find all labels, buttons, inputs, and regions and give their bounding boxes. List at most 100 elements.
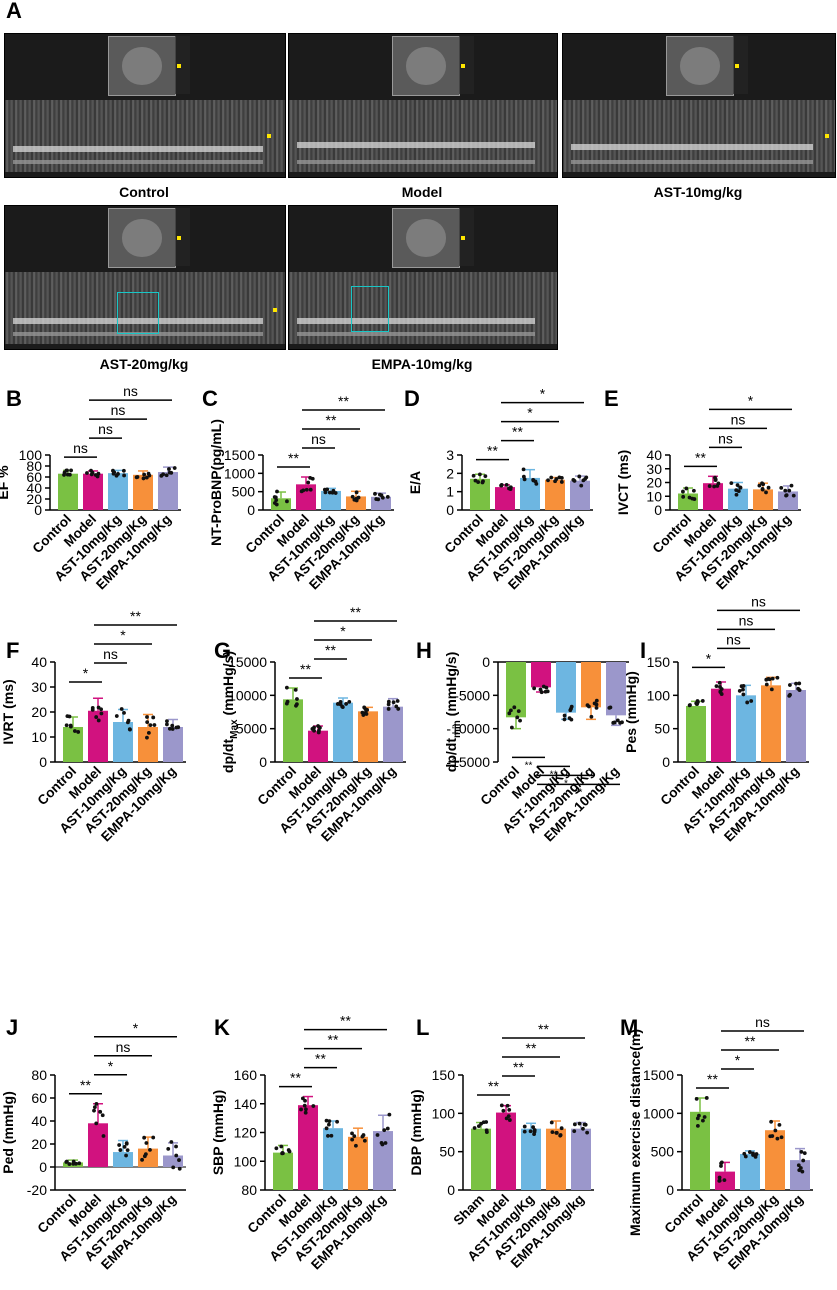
data-point <box>85 471 89 475</box>
bar <box>753 489 773 510</box>
echo-caption-model: Model <box>401 184 443 200</box>
bar <box>471 1128 491 1190</box>
bar <box>521 1128 541 1190</box>
data-point <box>553 479 557 484</box>
bar <box>531 662 551 688</box>
echo-image-model <box>288 33 558 178</box>
chart-e: 010203040ControlModelAST-10mg/KgAST-20mg… <box>615 392 801 592</box>
y-tick-label: 10 <box>31 729 47 745</box>
data-point <box>67 714 72 719</box>
data-point <box>729 481 734 486</box>
data-point <box>791 493 796 498</box>
bar <box>606 662 626 716</box>
data-point <box>516 709 521 714</box>
y-axis-label: dp/dtmin (mmHg/s) <box>443 652 463 772</box>
data-point <box>559 480 564 484</box>
data-point <box>784 493 789 498</box>
echo-image-ast10 <box>562 33 836 178</box>
data-point <box>172 466 177 470</box>
data-point <box>301 488 306 493</box>
y-tick-label: 20 <box>646 475 662 491</box>
bar <box>495 487 515 510</box>
data-point <box>316 724 320 728</box>
data-point <box>737 689 742 693</box>
chart-j: -20020406080ControlModelAST-10mg/KgAST-2… <box>0 1020 186 1272</box>
data-point <box>522 1124 527 1129</box>
y-tick-label: 0 <box>39 1159 47 1175</box>
data-point <box>272 495 277 499</box>
data-point <box>148 1147 152 1152</box>
echo-image-empa10 <box>288 205 558 350</box>
data-point <box>546 478 550 483</box>
data-point <box>775 675 780 680</box>
data-point <box>581 1126 585 1131</box>
data-point <box>77 1161 82 1166</box>
data-point <box>797 1168 802 1173</box>
data-point <box>274 1146 279 1151</box>
y-tick-label: 1000 <box>643 1105 674 1121</box>
data-point <box>326 1133 330 1138</box>
data-point <box>304 1107 308 1112</box>
y-tick-label: 0 <box>654 502 662 518</box>
data-point <box>788 692 792 697</box>
data-point <box>745 700 750 705</box>
y-tick-label: 150 <box>647 654 671 670</box>
data-point <box>760 487 765 492</box>
data-point <box>714 684 719 688</box>
data-point <box>373 491 377 496</box>
data-point <box>364 712 369 716</box>
significance-label: ns <box>116 1039 131 1055</box>
y-tick-label: 0 <box>666 1182 674 1198</box>
data-point <box>594 698 599 703</box>
y-axis-label: IVCT (ms) <box>615 450 631 515</box>
data-point <box>480 480 485 485</box>
bar <box>546 1128 566 1190</box>
data-point <box>350 1131 354 1136</box>
data-point <box>579 483 584 488</box>
data-point <box>509 725 514 730</box>
data-point <box>747 1150 752 1154</box>
data-point <box>568 708 573 713</box>
significance-label: ** <box>526 1040 537 1056</box>
significance-label: ** <box>538 1021 549 1037</box>
data-point <box>165 722 169 727</box>
data-point <box>119 707 124 711</box>
data-point <box>788 683 792 687</box>
significance-label: ns <box>103 646 118 662</box>
data-point <box>117 1143 122 1147</box>
significance-label: ns <box>73 440 88 456</box>
significance-label: ** <box>487 443 498 459</box>
data-point <box>522 477 527 482</box>
data-point <box>90 707 95 712</box>
y-tick-label: -5000 <box>454 687 490 703</box>
significance-label: * <box>120 627 126 643</box>
data-point <box>505 1103 510 1108</box>
y-axis-label: Pes (mmHg) <box>623 671 639 753</box>
data-point <box>148 723 153 728</box>
data-point <box>167 467 171 471</box>
data-point <box>769 687 774 692</box>
data-point <box>96 705 101 710</box>
data-point <box>165 719 169 724</box>
data-point <box>142 1135 147 1140</box>
data-point <box>65 468 69 473</box>
data-point <box>62 470 67 475</box>
chart-l: 050100150ShamModelAST-10mg/KgAST-20mg/kg… <box>408 1021 594 1271</box>
bar <box>765 1130 785 1190</box>
data-point <box>739 684 744 689</box>
y-tick-label: 0 <box>34 502 42 518</box>
data-point <box>764 682 769 687</box>
bar <box>728 488 748 510</box>
y-tick-label: 60 <box>31 1090 47 1106</box>
data-point <box>722 1178 727 1183</box>
data-point <box>396 707 401 711</box>
y-tick-label: 500 <box>232 484 256 500</box>
significance-label: ** <box>300 661 311 677</box>
data-point <box>522 1129 527 1134</box>
data-point <box>472 1126 477 1130</box>
bar <box>113 722 133 762</box>
data-point <box>128 727 132 732</box>
significance-label: ** <box>695 449 706 465</box>
y-tick-label: 140 <box>234 1096 258 1112</box>
y-tick-label: 10 <box>646 488 662 504</box>
